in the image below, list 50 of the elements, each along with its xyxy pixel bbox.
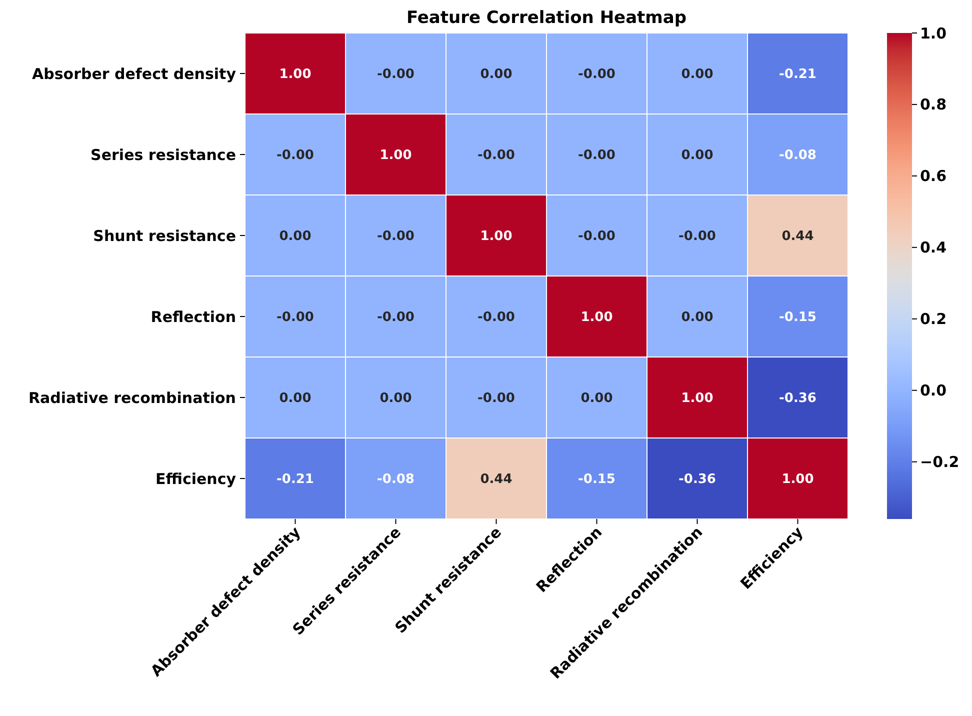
y-tick-label: Efficiency: [155, 470, 236, 488]
data-label: 0.00: [380, 391, 412, 406]
y-tick-label: Radiative recombination: [28, 388, 236, 407]
data-label: 0.00: [681, 310, 714, 326]
data-label: -0.15: [779, 310, 816, 326]
data-label: -0.00: [276, 148, 314, 164]
data-label: -0.00: [377, 67, 414, 82]
data-label: 0.00: [681, 67, 714, 82]
y-tick-label: Series resistance: [90, 146, 236, 164]
data-label: 1.00: [279, 67, 312, 82]
data-label: 1.00: [380, 148, 412, 164]
data-label: 1.00: [580, 310, 613, 326]
data-label: -0.21: [276, 472, 314, 488]
data-label: -0.00: [578, 229, 616, 244]
data-label: -0.36: [678, 472, 716, 488]
y-tick-label: Reflection: [150, 308, 236, 326]
y-tick-label: Shunt resistance: [93, 226, 236, 245]
data-label: -0.00: [478, 391, 515, 406]
color-bar-label: 0.0: [920, 382, 947, 400]
data-label: -0.00: [578, 67, 616, 82]
data-label: 0.00: [580, 391, 613, 406]
color-bar-label: −0.2: [920, 453, 960, 472]
color-bar-label: 0.8: [920, 96, 947, 114]
data-label: 1.00: [480, 229, 512, 244]
data-label: 0.00: [279, 391, 312, 406]
data-label: -0.21: [779, 67, 816, 82]
data-label: -0.08: [779, 148, 816, 164]
data-label: 0.44: [782, 229, 814, 244]
data-label: 0.44: [480, 472, 512, 488]
data-label: -0.00: [678, 229, 716, 244]
data-label: -0.08: [377, 472, 414, 488]
data-label: -0.00: [377, 310, 414, 326]
data-label: 1.00: [681, 391, 714, 406]
data-label: -0.00: [276, 310, 314, 326]
data-label: -0.15: [578, 472, 616, 488]
data-label: -0.00: [377, 229, 414, 244]
data-label: -0.00: [478, 310, 515, 326]
color-bar-label: 0.6: [920, 167, 947, 186]
color-bar-label: 0.2: [920, 310, 947, 328]
data-label: -0.00: [578, 148, 616, 164]
color-bar-label: 1.0: [920, 24, 947, 42]
data-label: -0.36: [779, 391, 816, 406]
data-label: -0.00: [478, 148, 515, 164]
data-label: 0.00: [480, 67, 512, 82]
chart-title: Feature Correlation Heatmap: [406, 8, 687, 28]
color-bar-label: 0.4: [920, 238, 947, 257]
data-label: 0.00: [681, 148, 714, 164]
data-label: 0.00: [279, 229, 312, 244]
y-tick-label: Absorber defect density: [32, 64, 236, 83]
data-label: 1.00: [782, 472, 814, 488]
